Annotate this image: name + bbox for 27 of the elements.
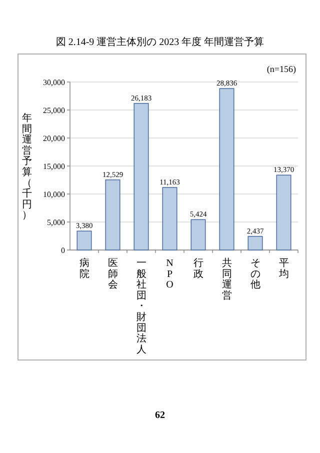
x-tick-label: 平均 [278,258,289,280]
x-tick-label: NPO [166,258,174,291]
bar [248,236,263,250]
x-tick-label: 医師会 [108,258,118,291]
bar [219,88,234,250]
x-tick-label: 病院 [79,257,90,280]
text: 年間運営予算（千円） [22,113,32,222]
x-tick-label: 行政 [193,258,204,280]
y-tick-label: 10,000 [43,190,65,199]
y-tick-label: 20,000 [43,134,65,143]
bar [276,174,292,250]
text: (n=156) [266,64,296,74]
y-tick-label: 30,000 [43,78,65,87]
chart-title: 図 2.14-9 運営主体別の 2023 年度 年間運営予算 [56,36,264,48]
category-label: 一般社団・財団法人 [136,258,146,356]
y-tick-label: 5,000 [47,218,65,227]
bar [162,187,178,250]
x-tick-label: 共同運営 [222,257,232,302]
bar [134,102,149,250]
y-tick-label: 15,000 [43,162,65,171]
bar [76,230,92,250]
y-tick-label: 25,000 [43,106,65,115]
x-tick-label: その他 [250,258,260,291]
bar [105,179,120,250]
text: 62 [155,410,165,421]
bar [190,219,206,250]
y-tick-label: 0 [61,246,65,255]
